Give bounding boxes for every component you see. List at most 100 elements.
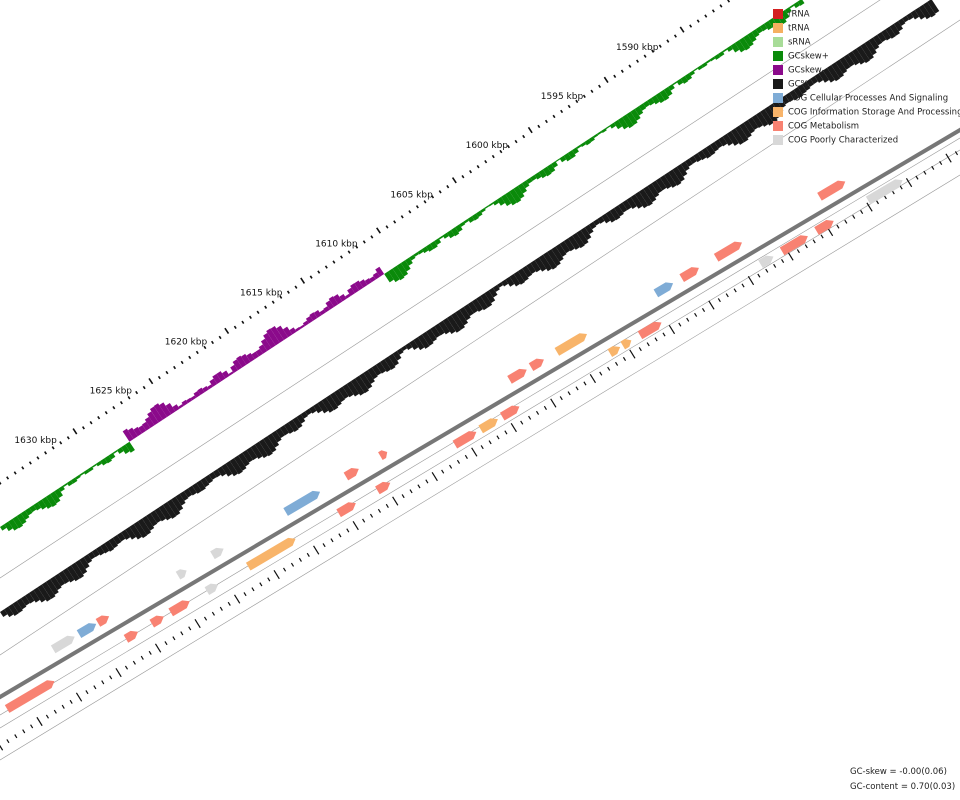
tick-mark — [689, 24, 693, 28]
gene-feature — [245, 537, 296, 571]
gc-skew-positive — [4, 521, 13, 532]
gc-skew-summary: GC-skew = -0.00(0.06) — [850, 767, 947, 777]
gc-content-bar — [359, 372, 373, 390]
tick-mark — [393, 220, 397, 224]
gc-content-bar — [743, 120, 755, 134]
tick-mark — [313, 545, 320, 555]
gc-content-bar — [538, 254, 553, 272]
gc-content-bar — [442, 317, 456, 334]
tick-mark — [812, 239, 816, 244]
gc-content-bar — [898, 18, 906, 26]
gc-content-bar — [213, 469, 221, 478]
tick-mark — [112, 405, 116, 410]
gc-skew-negative — [142, 421, 151, 431]
gc-content-bar — [730, 128, 745, 145]
gc-skew-positive — [634, 106, 644, 116]
gc-skew-positive — [45, 493, 57, 507]
tick-mark — [852, 214, 856, 219]
gc-content-bar — [133, 521, 148, 539]
tick-mark — [203, 345, 207, 350]
tick-mark — [53, 709, 57, 714]
tick-mark — [97, 416, 101, 420]
tick-mark — [635, 59, 639, 63]
gc-content-bar — [246, 447, 258, 461]
gc-content-bar — [200, 477, 210, 488]
gc-content-bar — [530, 260, 541, 273]
gc-skew-positive — [467, 216, 475, 223]
tick-mark — [560, 109, 564, 114]
gc-skew-negative — [159, 402, 172, 417]
gc-content-bar — [517, 268, 529, 282]
gc-skew-positive — [121, 444, 130, 455]
gc-content-bar — [309, 405, 317, 414]
tick-mark — [603, 76, 609, 83]
scale-labels: 1590 kbp 1595 kbp 1600 kbp 1605 kbp 1610 kbp… — [14, 43, 658, 446]
gc-content-bar — [300, 411, 308, 419]
tick-mark — [0, 744, 4, 751]
tick-mark — [385, 225, 389, 229]
gc-skew-positive — [484, 205, 490, 210]
tick-mark — [527, 126, 533, 134]
tick-mark — [101, 680, 105, 685]
gc-skew-negative — [345, 293, 351, 299]
gc-content-bar — [29, 590, 40, 603]
gc-skew-positive — [684, 73, 693, 81]
gc-skew-positive — [597, 130, 603, 136]
tick-mark — [324, 265, 328, 269]
tick-mark — [81, 426, 85, 430]
gc-skew-positive — [643, 100, 650, 108]
tick-mark — [317, 270, 321, 274]
gc-skew-negative — [228, 371, 234, 376]
gc-content-bar — [547, 249, 561, 267]
tick-mark — [469, 169, 473, 174]
gc-content-bar — [513, 271, 526, 285]
gc-skew-positive — [476, 210, 483, 218]
gc-skew-positive — [384, 271, 394, 283]
tick-mark — [496, 435, 500, 440]
gc-content-bar — [426, 328, 437, 342]
gc-content-bar — [304, 408, 312, 416]
gc-skew-positive — [104, 455, 112, 464]
gc-content-bar — [0, 609, 8, 618]
gc-content-bar — [885, 26, 896, 39]
gc-skew-positive — [718, 51, 725, 58]
gc-content-bar — [367, 367, 378, 380]
gc-skew-positive — [688, 70, 695, 76]
tick-mark — [93, 685, 97, 690]
tick-mark — [646, 342, 650, 347]
gc-skew-positive — [87, 466, 94, 472]
tick-mark — [747, 275, 755, 286]
gc-skew-positive — [797, 0, 805, 6]
tick-mark — [172, 636, 176, 641]
gene-feature — [814, 220, 834, 235]
tick-mark — [796, 249, 800, 254]
tick-mark — [673, 34, 677, 38]
gc-content-bar — [455, 309, 469, 326]
tick-mark — [711, 9, 715, 13]
gc-skew-negative — [319, 309, 326, 316]
tick-mark — [283, 567, 287, 572]
tick-mark — [510, 422, 517, 433]
gene-feature — [375, 481, 391, 495]
gc-content-bar — [275, 427, 285, 439]
gc-content-bar — [872, 34, 883, 46]
gc-content-bar — [233, 455, 247, 471]
tick-mark — [409, 489, 413, 494]
gc-content-bar — [818, 70, 830, 83]
tick-mark — [866, 202, 873, 212]
tick-mark — [666, 39, 670, 43]
gc-skew-positive — [12, 515, 24, 529]
gene-feature — [452, 431, 477, 449]
gc-content-bar — [927, 0, 940, 14]
gc-content-bar — [229, 458, 243, 475]
gc-content-bar — [522, 265, 533, 278]
tick-mark — [400, 215, 404, 219]
gc-skew-positive — [672, 81, 678, 86]
tick-mark — [615, 361, 619, 366]
gc-content-bar — [451, 312, 465, 330]
gc-content-bar — [16, 598, 27, 610]
tick-mark — [461, 175, 465, 179]
tick-mark — [154, 643, 162, 653]
tick-mark — [211, 340, 214, 345]
